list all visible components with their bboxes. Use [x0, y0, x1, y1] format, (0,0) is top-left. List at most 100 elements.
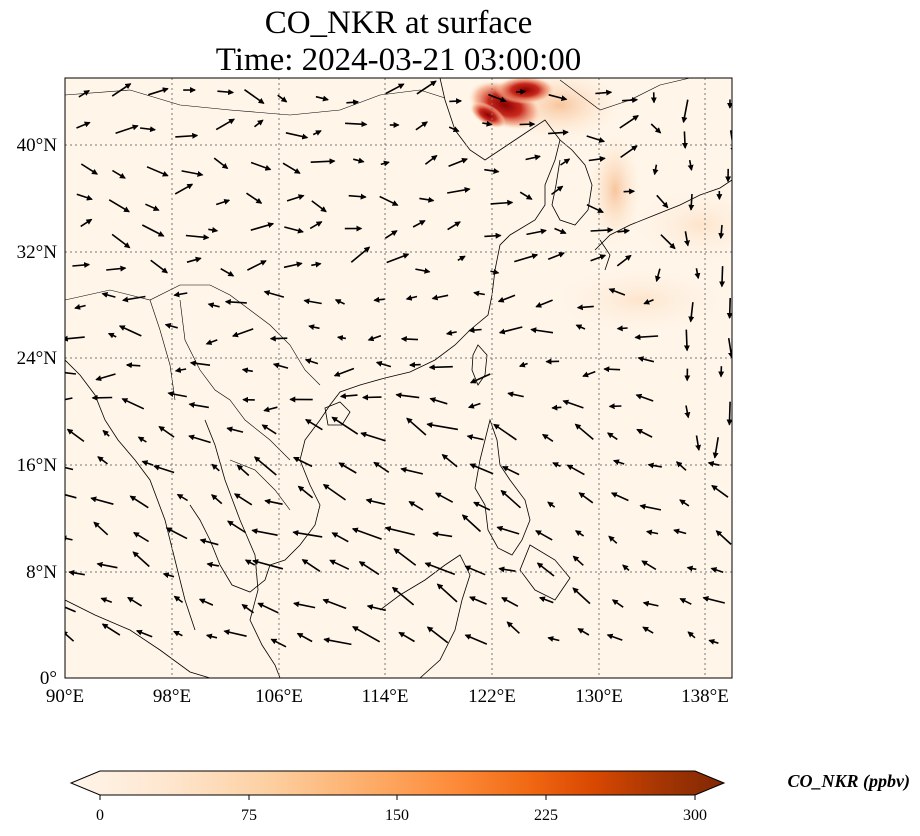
wind-arrow — [694, 268, 701, 280]
wind-arrow — [250, 161, 272, 171]
wind-arrow — [68, 569, 85, 576]
wind-arrow — [684, 405, 691, 419]
wind-arrow — [623, 188, 636, 195]
wind-arrow — [76, 193, 93, 201]
wind-arrow — [467, 402, 481, 409]
colorbar-tick-label: 225 — [534, 807, 558, 824]
wind-arrow — [296, 632, 313, 643]
wind-arrow — [137, 436, 147, 443]
wind-arrow — [331, 532, 349, 543]
lat-tick-label: 0° — [40, 668, 57, 689]
wind-arrow — [292, 530, 323, 538]
wind-arrow — [348, 193, 367, 200]
wind-arrow — [101, 292, 116, 298]
wind-arrow — [211, 463, 220, 472]
wind-arrow — [257, 602, 279, 614]
wind-arrow — [695, 435, 702, 451]
wind-arrow — [165, 527, 188, 540]
wind-arrow — [687, 159, 694, 171]
wind-arrow — [712, 437, 719, 459]
wind-arrow — [506, 621, 520, 634]
wind-arrow — [97, 456, 108, 465]
wind-arrow — [642, 626, 654, 634]
wind-arrow — [610, 492, 629, 502]
wind-arrow — [635, 393, 654, 402]
wind-arrow — [286, 194, 305, 202]
wind-arrow — [264, 498, 283, 505]
wind-arrow — [684, 231, 690, 247]
wind-arrow — [246, 192, 263, 204]
wind-arrow — [385, 83, 405, 95]
wind-arrow — [244, 89, 265, 104]
wind-arrow — [541, 433, 554, 442]
wind-arrow — [547, 636, 560, 642]
wind-arrow — [111, 233, 131, 249]
wind-arrow — [167, 391, 187, 398]
wind-arrow — [211, 494, 223, 505]
wind-arrow — [606, 432, 618, 441]
wind-arrow — [535, 299, 553, 308]
wind-arrow — [366, 604, 386, 612]
wind-arrow — [322, 483, 346, 501]
wind-arrow — [639, 503, 662, 511]
wind-arrow — [548, 129, 569, 136]
wind-arrow — [284, 226, 304, 234]
wind-arrow — [217, 89, 235, 96]
lon-tick-label: 122°E — [468, 686, 516, 707]
wind-arrow — [616, 325, 628, 332]
graticule — [65, 78, 732, 678]
wind-arrow — [726, 297, 732, 319]
wind-arrow — [652, 164, 659, 176]
wind-arrow — [518, 361, 528, 368]
wind-arrow — [654, 268, 661, 283]
wind-arrow — [498, 566, 516, 573]
wind-arrow — [426, 626, 449, 644]
wind-arrow — [448, 158, 468, 167]
wind-arrow — [365, 498, 386, 505]
wind-arrow — [636, 428, 653, 438]
wind-arrow — [80, 163, 98, 175]
wind-arrow — [65, 493, 77, 499]
wind-arrow — [96, 561, 118, 569]
wind-arrow — [208, 227, 219, 233]
wind-arrow — [419, 196, 435, 203]
colorbar-tick-label: 0 — [96, 807, 104, 824]
wind-arrow — [350, 246, 371, 263]
wind-arrow — [656, 194, 669, 209]
wind-arrow — [251, 528, 278, 536]
wind-arrow — [315, 95, 329, 102]
wind-arrow — [76, 121, 91, 129]
wind-arrow — [393, 548, 417, 566]
wind-arrow — [367, 334, 382, 342]
wind-arrow — [406, 417, 427, 436]
wind-arrow — [215, 198, 231, 206]
wind-arrow — [562, 399, 584, 409]
wind-arrow — [400, 467, 423, 475]
wind-arrow — [608, 288, 626, 296]
wind-arrow — [111, 169, 126, 179]
wind-arrow — [641, 560, 657, 571]
wind-arrow — [547, 501, 556, 508]
wind-arrow — [111, 83, 132, 97]
wind-arrow — [358, 561, 380, 576]
wind-arrow — [514, 253, 539, 263]
wind-arrow — [473, 501, 491, 511]
wind-arrow — [566, 464, 585, 476]
wind-arrow — [118, 325, 142, 337]
wind-arrow — [272, 362, 289, 369]
wind-arrow — [647, 462, 662, 469]
wind-arrow — [612, 459, 625, 466]
wind-arrow — [78, 90, 90, 98]
wind-arrow — [226, 426, 244, 433]
wind-arrow — [464, 634, 488, 645]
wind-arrow — [395, 392, 420, 399]
wind-arrow — [181, 170, 204, 177]
wind-arrow — [729, 130, 732, 154]
wind-arrow — [488, 93, 507, 103]
wind-arrow — [352, 626, 381, 643]
wind-arrow — [428, 364, 453, 371]
wind-arrow — [464, 565, 486, 576]
wind-arrow — [277, 94, 288, 103]
wind-arrow — [719, 266, 726, 288]
wind-arrow — [373, 461, 390, 473]
